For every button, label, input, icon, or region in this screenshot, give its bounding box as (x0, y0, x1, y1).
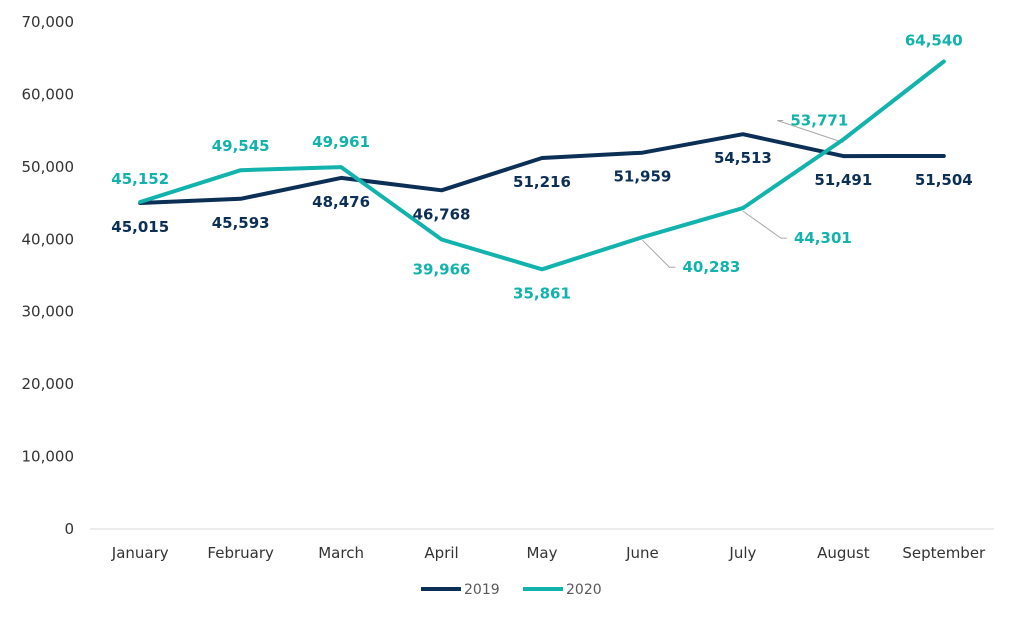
data-label-2020: 35,861 (513, 284, 571, 302)
y-tick-label: 30,000 (22, 303, 75, 321)
data-label-2019: 51,491 (814, 171, 872, 189)
data-label-2019: 51,216 (513, 173, 571, 191)
data-label-2019: 45,593 (212, 214, 270, 232)
y-tick-label: 70,000 (22, 13, 75, 31)
legend-label-2019: 2019 (464, 582, 500, 598)
x-tick-label: July (728, 544, 756, 562)
data-label-2020: 40,283 (682, 258, 740, 276)
series-line-2020 (138, 59, 946, 272)
y-tick-label: 50,000 (22, 158, 75, 176)
y-tick-label: 10,000 (22, 448, 75, 466)
series-lines (138, 59, 946, 272)
y-axis-ticks: 0 10,000 20,000 30,000 40,000 50,000 60,000 70,… (22, 13, 75, 538)
leader-line (777, 120, 844, 143)
data-label-2020: 44,301 (794, 229, 852, 247)
x-tick-label: March (318, 544, 364, 562)
data-label-2019: 54,513 (714, 149, 772, 167)
x-tick-label: February (207, 544, 274, 562)
data-label-2019: 46,768 (413, 205, 471, 223)
data-label-2020: 39,966 (413, 261, 471, 279)
y-tick-label: 60,000 (22, 85, 75, 103)
data-label-2019: 45,015 (111, 218, 169, 236)
leader-lines (642, 120, 844, 268)
y-tick-label: 20,000 (22, 375, 75, 393)
data-label-2019: 48,476 (312, 193, 370, 211)
x-tick-label: May (526, 544, 557, 562)
x-tick-label: September (902, 544, 986, 562)
leader-line (642, 239, 676, 268)
data-label-2019: 51,504 (915, 171, 973, 189)
legend-label-2020: 2020 (566, 582, 602, 598)
x-tick-label: April (424, 544, 458, 562)
x-tick-label: June (625, 544, 659, 562)
data-label-2020: 49,961 (312, 133, 370, 151)
y-tick-label: 0 (64, 520, 74, 538)
data-label-2019: 51,959 (613, 168, 671, 186)
x-axis-ticks: January February March April May June July Augu… (111, 544, 986, 562)
legend: 2019 2020 (421, 582, 602, 598)
data-label-2020: 45,152 (111, 170, 169, 188)
y-tick-label: 40,000 (22, 230, 75, 248)
x-tick-label: January (111, 544, 169, 562)
x-tick-label: August (817, 544, 870, 562)
leader-line (742, 210, 787, 239)
data-labels: 45,015 45,593 48,476 46,768 51,216 51,959 54,5… (111, 32, 972, 303)
series-line-2019 (138, 132, 946, 205)
data-label-2020: 53,771 (790, 112, 848, 130)
data-label-2020: 49,545 (212, 137, 270, 155)
data-label-2020: 64,540 (905, 32, 963, 50)
